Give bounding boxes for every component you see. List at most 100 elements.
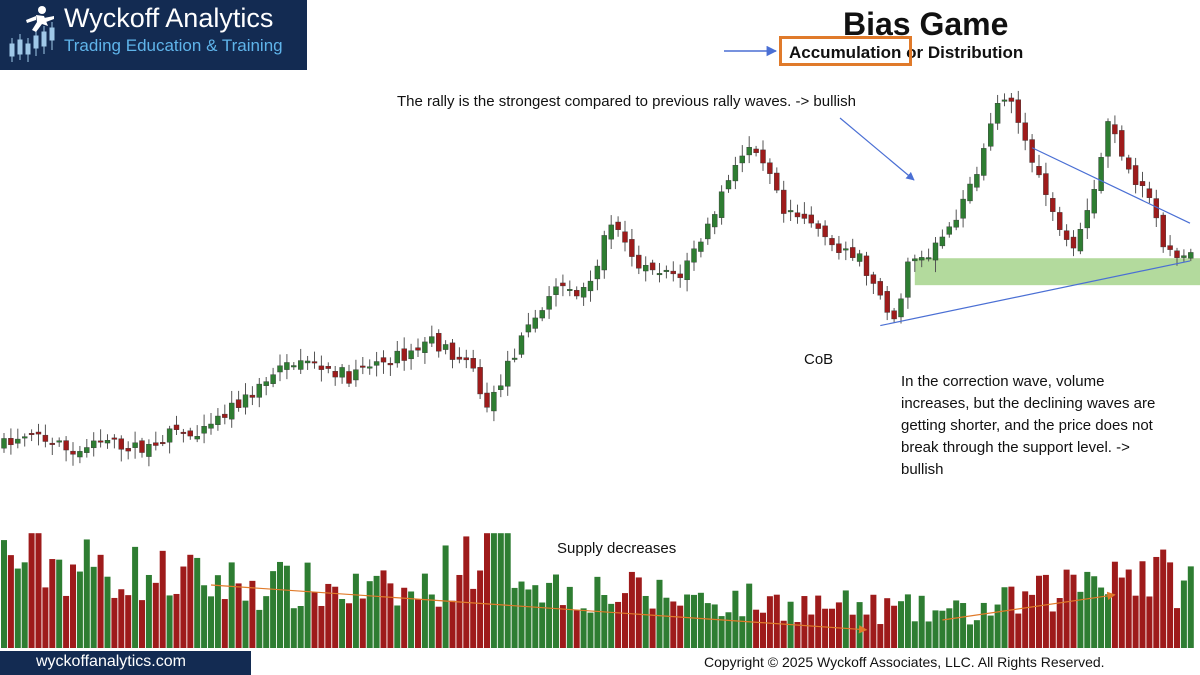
volume-bar — [649, 608, 656, 648]
volume-bar — [1187, 566, 1194, 648]
volume-bar — [1042, 574, 1049, 648]
volume-bar — [1091, 576, 1098, 648]
volume-bar — [159, 550, 166, 648]
accumulation-highlight-box — [779, 36, 912, 66]
candle-body — [146, 443, 152, 457]
candle-body — [580, 287, 587, 298]
candle-body — [505, 360, 511, 387]
candle-body — [477, 367, 483, 395]
candle-body — [63, 440, 69, 451]
volume-bar — [980, 602, 987, 648]
volume-bar — [83, 539, 90, 648]
volume-bar — [863, 614, 870, 648]
volume-bar — [208, 596, 214, 648]
volume-bar — [152, 582, 159, 648]
candle-body — [974, 174, 980, 188]
volume-bar — [194, 557, 201, 648]
volume-bar — [1118, 577, 1125, 648]
candle-body — [753, 148, 759, 153]
volume-bar — [28, 533, 35, 648]
volume-bar — [691, 594, 697, 648]
volume-bar — [594, 576, 601, 648]
volume-bar — [960, 603, 967, 648]
volume-bar — [573, 610, 580, 648]
volume-bar — [1160, 549, 1167, 648]
volume-bar — [829, 608, 835, 648]
candle-body — [270, 374, 276, 384]
volume-bar — [794, 622, 801, 648]
volume-bar — [70, 564, 76, 648]
copyright-notice: Copyright © 2025 Wyckoff Associates, LLC… — [704, 654, 1105, 670]
volume-bar — [511, 587, 518, 648]
volume-bar — [1029, 594, 1036, 648]
candle-body — [111, 437, 118, 440]
volume-bar — [283, 565, 290, 648]
volume-bar — [428, 594, 435, 648]
volume-bar — [352, 573, 359, 648]
up-trendline — [880, 260, 1191, 327]
candle-body — [746, 147, 752, 156]
volume-bar — [808, 614, 815, 648]
candle-body — [691, 248, 697, 263]
candle-body — [781, 189, 787, 214]
volume-bar — [670, 601, 677, 648]
candle-body — [801, 213, 808, 219]
volume-bar — [214, 575, 221, 648]
candle-body — [1043, 173, 1049, 195]
website-link[interactable]: wyckoffanalytics.com — [36, 653, 186, 670]
brand-title: Wyckoff Analytics — [64, 3, 274, 33]
candle-body — [498, 385, 504, 390]
volume-bar — [870, 594, 877, 648]
candle-body — [1050, 198, 1056, 212]
candle-body — [1098, 157, 1104, 191]
candle-body — [905, 261, 911, 298]
volume-bar — [601, 595, 608, 648]
demand-arrow — [942, 591, 1116, 621]
candle-body — [787, 210, 794, 213]
candle-body — [1070, 236, 1077, 249]
candle-body — [90, 440, 97, 449]
candle-body — [284, 362, 290, 370]
candle-body — [28, 433, 35, 435]
candle-body — [201, 426, 207, 434]
volume-bar — [704, 603, 711, 648]
volume-bar — [408, 591, 415, 648]
volume-bar — [7, 555, 14, 648]
volume-bar — [14, 568, 21, 648]
candle-body — [1160, 214, 1166, 248]
candle-body — [49, 442, 55, 445]
candle-body — [449, 342, 456, 360]
volume-bar — [925, 621, 932, 648]
candle-body — [1022, 122, 1028, 141]
support-zone — [914, 258, 1200, 286]
volume-bar — [732, 590, 739, 648]
candle-body — [304, 360, 311, 364]
volume-bar — [145, 574, 152, 648]
volume-bar — [325, 583, 332, 648]
volume-bar — [304, 562, 311, 648]
volume-bar — [663, 597, 670, 648]
candle-body — [622, 231, 628, 243]
volume-bar — [139, 600, 145, 648]
candle-body — [436, 332, 442, 352]
candle-body — [339, 367, 345, 378]
volume-bar — [401, 587, 408, 648]
candle-body — [794, 212, 801, 218]
volume-bar — [97, 554, 104, 648]
volume-bar — [249, 580, 256, 648]
volume-bar — [1146, 596, 1153, 648]
rally-pointer-arrow — [839, 117, 915, 181]
candle-body — [587, 280, 594, 292]
volume-bar — [1125, 569, 1132, 648]
volume-bar — [311, 592, 318, 648]
candle-body — [180, 431, 187, 434]
volume-bar — [822, 608, 829, 648]
volume-bar — [739, 616, 746, 648]
volume-bar — [773, 594, 780, 648]
volume-bar — [504, 533, 511, 648]
candle-body — [560, 282, 566, 287]
volume-bar — [359, 598, 366, 648]
candle-body — [380, 357, 387, 363]
volume-bar — [711, 604, 718, 648]
